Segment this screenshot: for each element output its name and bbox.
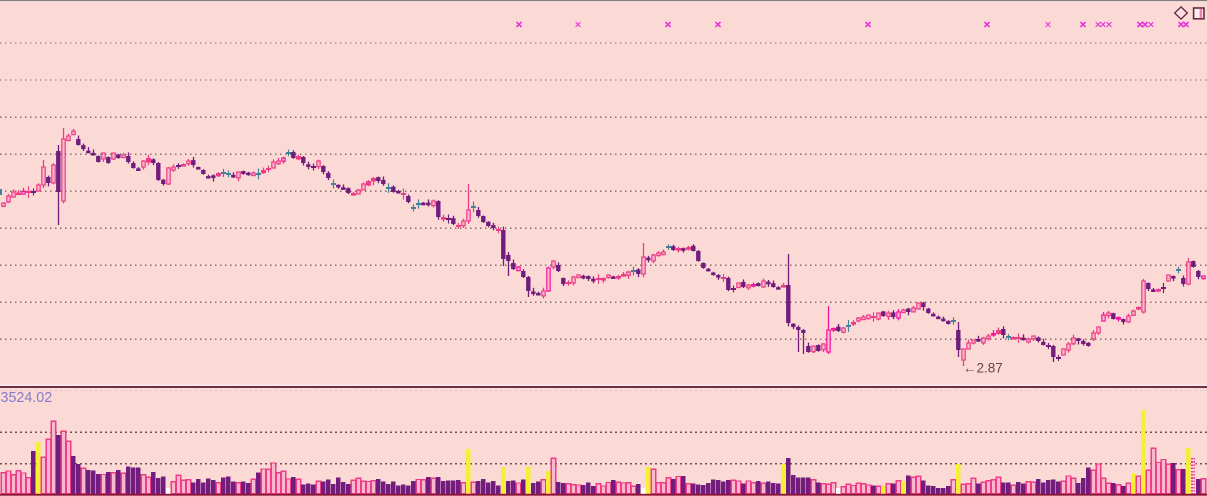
svg-text:3524.02: 3524.02 xyxy=(1,390,53,406)
svg-text:←2.87: ←2.87 xyxy=(963,361,1003,376)
